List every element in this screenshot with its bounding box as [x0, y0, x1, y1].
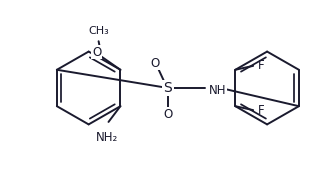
Text: CH₃: CH₃ — [88, 26, 109, 36]
Text: NH₂: NH₂ — [96, 131, 118, 144]
Text: F: F — [258, 104, 265, 117]
Text: S: S — [164, 81, 172, 95]
Text: O: O — [150, 57, 160, 70]
Text: O: O — [92, 46, 101, 59]
Text: O: O — [163, 108, 172, 121]
Text: NH: NH — [209, 84, 226, 97]
Text: F: F — [258, 59, 265, 72]
